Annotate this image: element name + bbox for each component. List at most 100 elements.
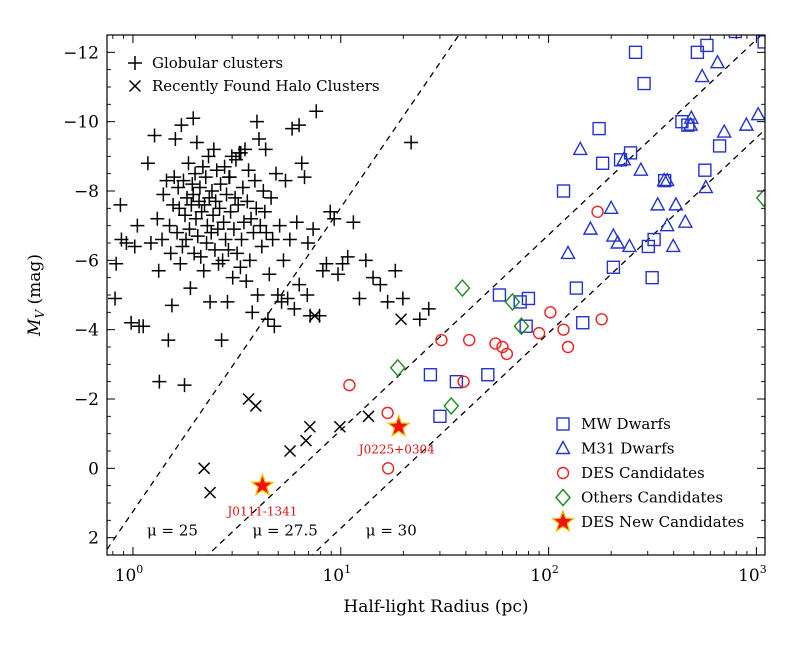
plus-point-0-25 xyxy=(168,132,183,146)
square-point-2-20 xyxy=(647,232,661,247)
plus-point-0-46 xyxy=(189,135,204,150)
circle-point-4-1 xyxy=(381,406,394,420)
plus-point-0-84 xyxy=(226,222,241,237)
plus-point-0-102 xyxy=(247,173,262,188)
plus-point-0-13 xyxy=(150,211,165,226)
square-point-2-9 xyxy=(569,281,584,295)
square-point-2-10 xyxy=(576,316,590,330)
plus-point-0-62 xyxy=(204,184,219,198)
new-candidate-label-1: J0225+0304 xyxy=(357,442,435,456)
plus-point-0-49 xyxy=(192,180,207,195)
legend-bottom-right: MW Dwarfs M31 Dwarfs DES Candidates Others … xyxy=(550,415,744,533)
plus-point-0-83 xyxy=(225,270,240,285)
circle-point-4-4 xyxy=(457,375,470,388)
diamond-point-5-1 xyxy=(443,396,460,415)
plus-point-0-138 xyxy=(327,211,342,226)
plus-point-0-78 xyxy=(220,294,235,309)
plus-point-0-132 xyxy=(306,222,321,237)
distance-label-0: μ = 25 xyxy=(147,522,198,540)
plus-point-0-118 xyxy=(272,218,287,233)
plus-point-0-111 xyxy=(260,312,275,327)
plus-point-0-68 xyxy=(210,222,225,237)
plus-point-0-79 xyxy=(221,242,236,257)
plus-point-0-9 xyxy=(136,319,151,334)
plus-point-0-112 xyxy=(262,267,277,282)
plus-point-0-104 xyxy=(250,288,265,302)
square-point-2-26 xyxy=(728,35,743,39)
plus-point-0-35 xyxy=(179,232,194,247)
plus-point-0-98 xyxy=(242,253,257,268)
plus-point-0-82 xyxy=(224,149,239,164)
plus-point-0-29 xyxy=(173,256,188,271)
plus-point-0-92 xyxy=(235,180,250,195)
plus-point-0-47 xyxy=(190,229,205,244)
circle-point-4-6 xyxy=(489,337,502,350)
y-tick-label-0: −12 xyxy=(63,43,99,63)
square-point-2-22 xyxy=(690,45,705,60)
plus-point-0-159 xyxy=(300,236,315,250)
plus-point-0-59 xyxy=(202,190,217,205)
plus-point-0-73 xyxy=(215,253,230,268)
legend-marker-circle xyxy=(556,466,570,480)
diamond-point-5-4 xyxy=(513,317,530,336)
plus-point-0-107 xyxy=(254,239,269,254)
plus-point-0-145 xyxy=(366,270,381,285)
plus-point-0-147 xyxy=(380,294,395,309)
x-tick-label-3: 103 xyxy=(738,563,767,586)
plus-point-0-16 xyxy=(155,232,170,247)
distance-line-2 xyxy=(311,128,765,555)
circle-point-4-12 xyxy=(561,340,575,354)
triangle-point-3-4 xyxy=(605,227,622,242)
plus-point-0-51 xyxy=(194,204,209,219)
plus-point-0-48 xyxy=(192,194,207,209)
plus-point-0-122 xyxy=(280,291,295,306)
circle-point-4-7 xyxy=(496,340,509,354)
circle-point-4-9 xyxy=(532,326,546,340)
plus-point-0-34 xyxy=(178,208,193,223)
square-point-2-2 xyxy=(449,374,464,389)
plus-point-0-26 xyxy=(170,225,185,240)
legend-label-triangle: M31 Dwarfs xyxy=(581,440,674,458)
plus-point-0-85 xyxy=(228,190,243,205)
triangle-point-3-9 xyxy=(650,196,666,211)
cross-point-1-3 xyxy=(249,399,262,412)
plus-point-0-22 xyxy=(164,298,179,313)
axes: 100 101 102 103 −12 −10 −8 −6 −4 −2 0 2 xyxy=(63,34,767,586)
legend-label-diamond: Others Candidates xyxy=(581,489,723,507)
plus-point-0-53 xyxy=(196,263,211,278)
legend-marker-diamond xyxy=(555,488,571,507)
triangle-point-3-6 xyxy=(616,151,632,166)
square-point-2-1 xyxy=(433,409,447,424)
square-point-2-7 xyxy=(519,319,533,333)
plus-point-0-4 xyxy=(119,236,134,250)
cross-point-1-1 xyxy=(204,486,217,499)
plus-point-0-55 xyxy=(198,170,213,185)
circle-point-4-0 xyxy=(343,378,356,392)
square-point-2-0 xyxy=(423,368,438,382)
plus-point-0-77 xyxy=(219,187,234,202)
plus-point-0-76 xyxy=(218,232,233,247)
plus-point-0-93 xyxy=(236,215,251,230)
y-tick-label-2: −8 xyxy=(74,182,99,202)
triangle-point-3-1 xyxy=(572,140,588,156)
plus-point-0-95 xyxy=(239,274,254,289)
triangle-point-3-23 xyxy=(668,196,684,211)
circle-point-4-13 xyxy=(591,205,604,219)
plus-point-0-157 xyxy=(222,170,237,185)
plus-point-0-135 xyxy=(315,263,330,278)
plus-point-0-120 xyxy=(276,253,291,268)
plus-point-0-152 xyxy=(421,301,436,316)
plus-point-0-90 xyxy=(233,260,248,275)
new-candidate-label-0: J0111-1341 xyxy=(226,505,298,519)
plus-point-0-5 xyxy=(124,315,139,330)
square-point-2-24 xyxy=(700,38,714,53)
plus-point-0-137 xyxy=(323,204,338,219)
x-tick-label-2: 102 xyxy=(530,563,559,586)
plus-point-0-96 xyxy=(240,194,255,209)
triangle-point-3-17 xyxy=(694,68,710,83)
diamond-point-5-0 xyxy=(389,358,406,377)
cross-point-1-8 xyxy=(333,420,346,433)
plus-point-0-19 xyxy=(161,333,176,348)
cross-point-1-10 xyxy=(395,313,408,326)
